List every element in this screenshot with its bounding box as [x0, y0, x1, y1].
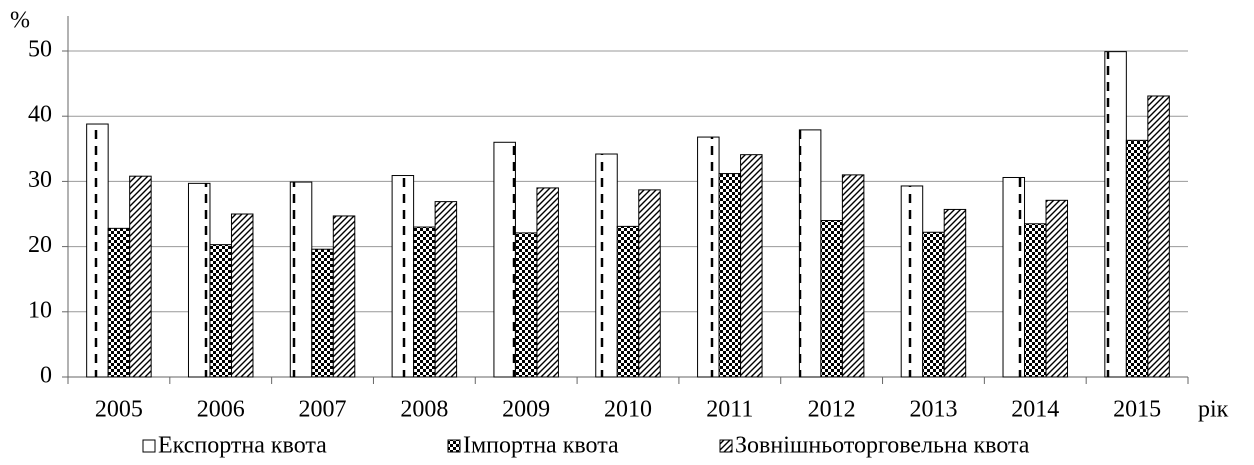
bar	[740, 154, 763, 378]
bar	[434, 201, 458, 378]
x-tick-label: 2012	[808, 397, 856, 423]
x-tick-label: 2014	[1011, 397, 1059, 423]
x-tick-label: 2008	[400, 397, 448, 423]
legend-label: Зовнішньоторговельна квота	[735, 433, 1030, 459]
bar	[616, 225, 640, 378]
legend-swatch	[719, 439, 733, 453]
bar	[514, 232, 538, 378]
bar	[289, 181, 313, 378]
y-tick-label: 0	[40, 363, 52, 389]
y-tick-label: 50	[28, 37, 52, 63]
x-axis-label: рік	[1198, 397, 1229, 423]
bar	[820, 220, 843, 378]
bar	[595, 153, 618, 378]
x-tick-label: 2013	[909, 397, 957, 423]
x-tick-label: 2007	[299, 397, 347, 423]
bar	[638, 189, 661, 378]
bar	[230, 213, 254, 378]
x-tick-label: 2010	[604, 397, 652, 423]
legend-label: Імпортна квота	[463, 433, 619, 459]
bar	[536, 187, 559, 378]
y-tick-label: 20	[28, 232, 52, 258]
bar	[391, 175, 415, 378]
x-tick-label: 2006	[197, 397, 245, 423]
bar	[413, 226, 436, 378]
bar	[900, 185, 924, 378]
bar	[493, 141, 516, 378]
bar	[943, 208, 967, 378]
bar	[129, 175, 152, 378]
y-tick-label: 40	[28, 102, 52, 128]
bar	[1104, 51, 1127, 378]
bar	[209, 244, 232, 378]
bar	[1125, 139, 1149, 378]
bar	[1024, 223, 1047, 378]
bar	[841, 174, 865, 378]
x-tick-label: 2011	[706, 397, 753, 423]
bar	[311, 248, 334, 378]
legend-swatch	[447, 439, 461, 453]
bar	[798, 129, 822, 378]
bar	[922, 231, 945, 378]
x-tick-label: 2009	[502, 397, 550, 423]
bar	[1147, 95, 1170, 378]
x-tick-label: 2005	[95, 397, 143, 423]
bar	[187, 182, 211, 378]
legend-swatch	[142, 439, 156, 453]
bar	[718, 173, 742, 378]
y-axis-label: %	[10, 8, 30, 34]
bar	[332, 215, 356, 378]
x-tick-label: 2015	[1113, 397, 1161, 423]
legend-label: Експортна квота	[158, 433, 327, 459]
y-tick-label: 30	[28, 167, 52, 193]
bar	[1002, 176, 1026, 378]
bar	[697, 136, 720, 378]
y-tick-label: 10	[28, 297, 52, 323]
bar	[107, 227, 131, 378]
bar	[86, 123, 109, 378]
bar	[1045, 199, 1069, 378]
